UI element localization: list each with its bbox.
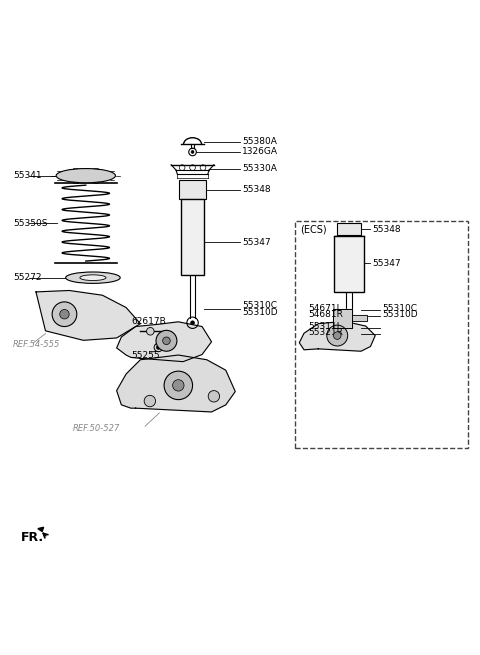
Circle shape	[191, 151, 194, 153]
Circle shape	[208, 390, 219, 402]
Bar	[334, 236, 364, 292]
Ellipse shape	[80, 275, 106, 280]
Polygon shape	[38, 527, 44, 531]
Circle shape	[154, 343, 163, 352]
Text: REF.54-555: REF.54-555	[13, 339, 60, 348]
Bar	[295, 221, 468, 449]
Text: 54681R: 54681R	[308, 310, 343, 319]
Text: 55255: 55255	[131, 350, 159, 360]
Polygon shape	[117, 322, 212, 362]
Circle shape	[164, 371, 192, 400]
Polygon shape	[352, 315, 367, 321]
Text: FR.: FR.	[21, 531, 44, 544]
Text: 55272: 55272	[13, 273, 42, 282]
Circle shape	[163, 337, 170, 345]
Text: 55347: 55347	[242, 238, 271, 246]
Text: REF.50-527: REF.50-527	[73, 424, 120, 432]
Polygon shape	[300, 322, 375, 351]
Polygon shape	[333, 309, 352, 328]
Text: 55330A: 55330A	[242, 164, 277, 173]
Text: 55347: 55347	[372, 259, 400, 268]
Text: 1326GA: 1326GA	[242, 147, 278, 157]
Polygon shape	[117, 355, 235, 412]
Circle shape	[156, 330, 177, 351]
Circle shape	[52, 302, 77, 327]
Circle shape	[191, 321, 194, 325]
Text: 54671L: 54671L	[308, 303, 342, 312]
Bar	[337, 223, 361, 235]
Circle shape	[327, 325, 348, 346]
Circle shape	[156, 346, 160, 349]
Polygon shape	[36, 291, 140, 341]
Ellipse shape	[56, 168, 116, 183]
Text: 55348: 55348	[372, 225, 400, 234]
Text: 55310C: 55310C	[383, 303, 417, 312]
Circle shape	[173, 380, 184, 391]
Bar	[181, 199, 204, 275]
FancyArrowPatch shape	[43, 533, 48, 538]
Circle shape	[144, 396, 156, 407]
Text: 55310D: 55310D	[242, 308, 278, 317]
Text: 55350S: 55350S	[13, 219, 48, 228]
Text: 55310D: 55310D	[383, 310, 418, 319]
Circle shape	[334, 332, 341, 339]
Text: 55348: 55348	[242, 185, 271, 195]
Text: 55310C: 55310C	[242, 301, 277, 310]
Text: 55341: 55341	[13, 171, 42, 180]
Text: 55380A: 55380A	[242, 137, 277, 146]
Text: 62617B: 62617B	[131, 317, 166, 326]
Text: (ECS): (ECS)	[300, 225, 327, 234]
Ellipse shape	[66, 272, 120, 284]
Bar	[179, 180, 206, 199]
Circle shape	[146, 328, 154, 335]
Text: 55321R: 55321R	[308, 328, 343, 337]
Circle shape	[60, 309, 69, 319]
Text: 55311L: 55311L	[308, 322, 342, 331]
